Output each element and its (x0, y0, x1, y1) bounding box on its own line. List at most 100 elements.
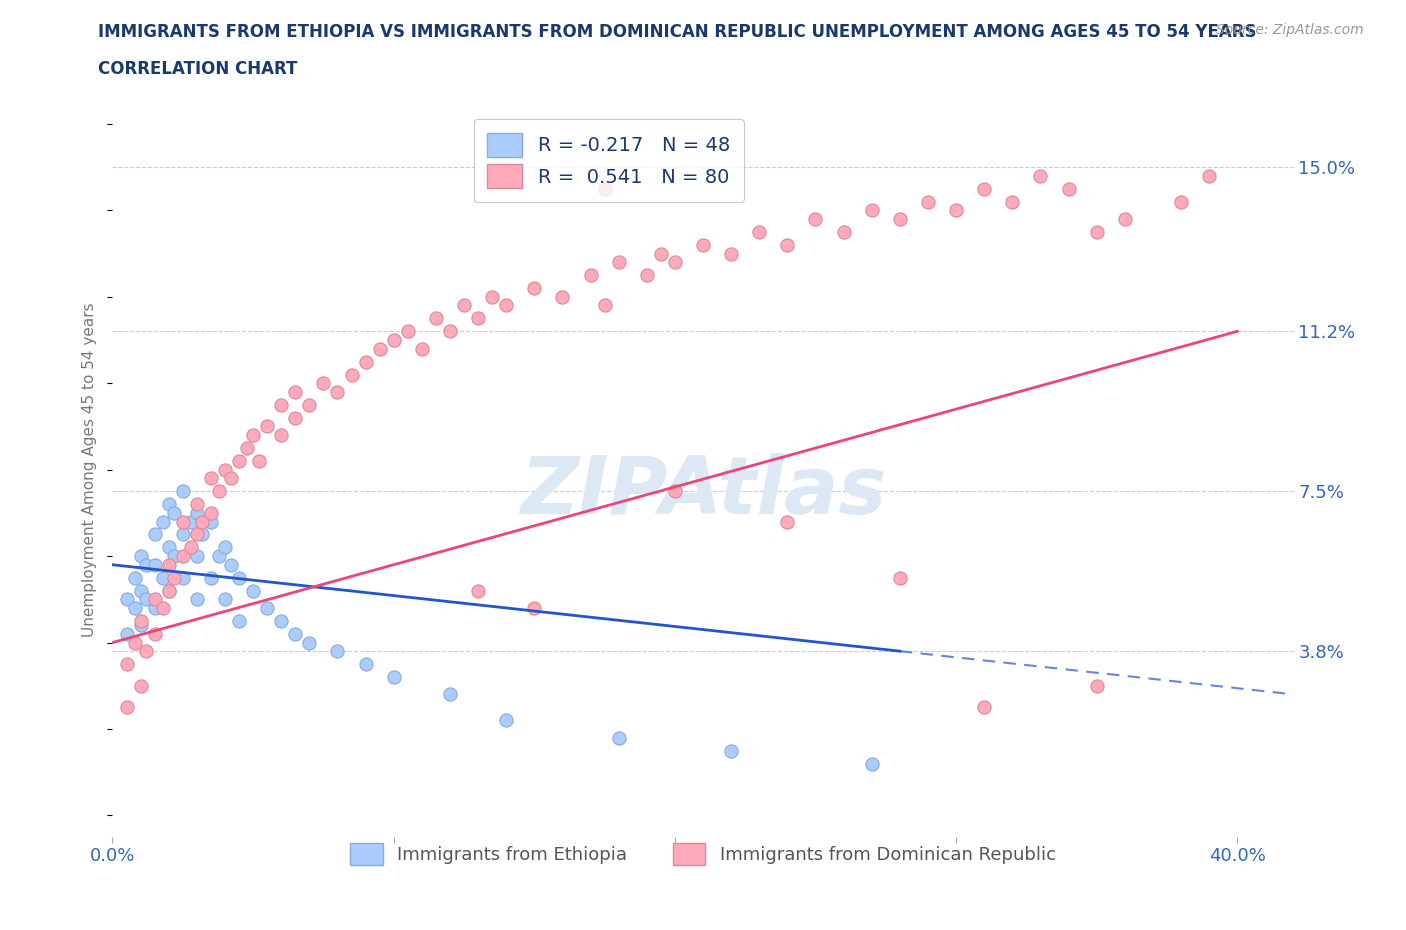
Point (163, 505, 186, 520)
Point (172, 514, 194, 529)
Point (439, 324, 461, 339)
Point (860, 756, 883, 771)
Point (143, 601, 166, 616)
Point (124, 635, 146, 650)
Point (186, 527, 208, 542)
Point (917, 194, 939, 209)
Point (425, 311, 447, 325)
Point (776, 237, 799, 252)
Point (115, 657, 138, 671)
Point (200, 505, 222, 520)
Point (776, 514, 799, 529)
Point (219, 557, 242, 572)
Point (411, 341, 433, 356)
Point (163, 570, 186, 585)
Point (157, 583, 180, 598)
Point (242, 428, 264, 443)
Point (495, 298, 517, 312)
Point (236, 441, 259, 456)
Point (129, 549, 152, 564)
Point (129, 618, 152, 632)
Point (157, 497, 180, 512)
Point (1085, 678, 1108, 693)
Point (298, 397, 321, 412)
Point (551, 289, 574, 304)
Point (270, 614, 292, 629)
Point (664, 484, 686, 498)
Point (143, 557, 166, 572)
Point (396, 324, 419, 339)
Point (1001, 194, 1024, 209)
Point (1085, 224, 1108, 239)
Point (152, 570, 174, 585)
Point (495, 713, 517, 728)
Point (135, 644, 157, 658)
Point (157, 540, 180, 555)
Point (200, 471, 222, 485)
Point (208, 549, 231, 564)
Point (1198, 168, 1220, 183)
Point (804, 211, 827, 226)
Point (720, 246, 742, 261)
Point (1029, 168, 1052, 183)
Point (973, 700, 995, 715)
Point (1170, 194, 1192, 209)
Point (191, 527, 214, 542)
Point (593, 181, 616, 196)
Legend: Immigrants from Ethiopia, Immigrants from Dominican Republic: Immigrants from Ethiopia, Immigrants fro… (336, 829, 1070, 880)
Point (180, 540, 202, 555)
Point (284, 384, 307, 399)
Point (186, 505, 208, 520)
Point (382, 333, 405, 348)
Point (1114, 211, 1136, 226)
Point (115, 700, 138, 715)
Point (256, 419, 278, 434)
Point (889, 570, 911, 585)
Point (180, 514, 202, 529)
Point (692, 237, 714, 252)
Point (143, 527, 166, 542)
Point (186, 549, 208, 564)
Point (247, 454, 270, 469)
Point (340, 367, 363, 382)
Point (312, 376, 335, 391)
Point (191, 514, 214, 529)
Point (1057, 181, 1080, 196)
Point (607, 255, 630, 270)
Y-axis label: Unemployment Among Ages 45 to 54 years: Unemployment Among Ages 45 to 54 years (82, 302, 97, 637)
Point (135, 557, 157, 572)
Point (143, 627, 166, 642)
Point (453, 298, 475, 312)
Point (523, 281, 546, 296)
Point (219, 471, 242, 485)
Point (172, 527, 194, 542)
Point (208, 484, 231, 498)
Point (115, 591, 138, 606)
Point (152, 601, 174, 616)
Point (467, 583, 489, 598)
Point (354, 354, 377, 369)
Point (172, 484, 194, 498)
Text: ZIPAtlas: ZIPAtlas (520, 453, 886, 531)
Point (579, 268, 602, 283)
Point (186, 591, 208, 606)
Point (157, 557, 180, 572)
Point (200, 514, 222, 529)
Point (326, 644, 349, 658)
Point (135, 591, 157, 606)
Point (124, 601, 146, 616)
Point (214, 462, 236, 477)
Point (945, 203, 967, 218)
Point (326, 384, 349, 399)
Point (256, 601, 278, 616)
Point (129, 678, 152, 693)
Point (143, 591, 166, 606)
Point (186, 497, 208, 512)
Text: CORRELATION CHART: CORRELATION CHART (98, 60, 298, 78)
Point (228, 570, 250, 585)
Text: Source: ZipAtlas.com: Source: ZipAtlas.com (1216, 23, 1364, 37)
Point (467, 311, 489, 325)
Point (228, 454, 250, 469)
Point (368, 341, 391, 356)
Point (115, 627, 138, 642)
